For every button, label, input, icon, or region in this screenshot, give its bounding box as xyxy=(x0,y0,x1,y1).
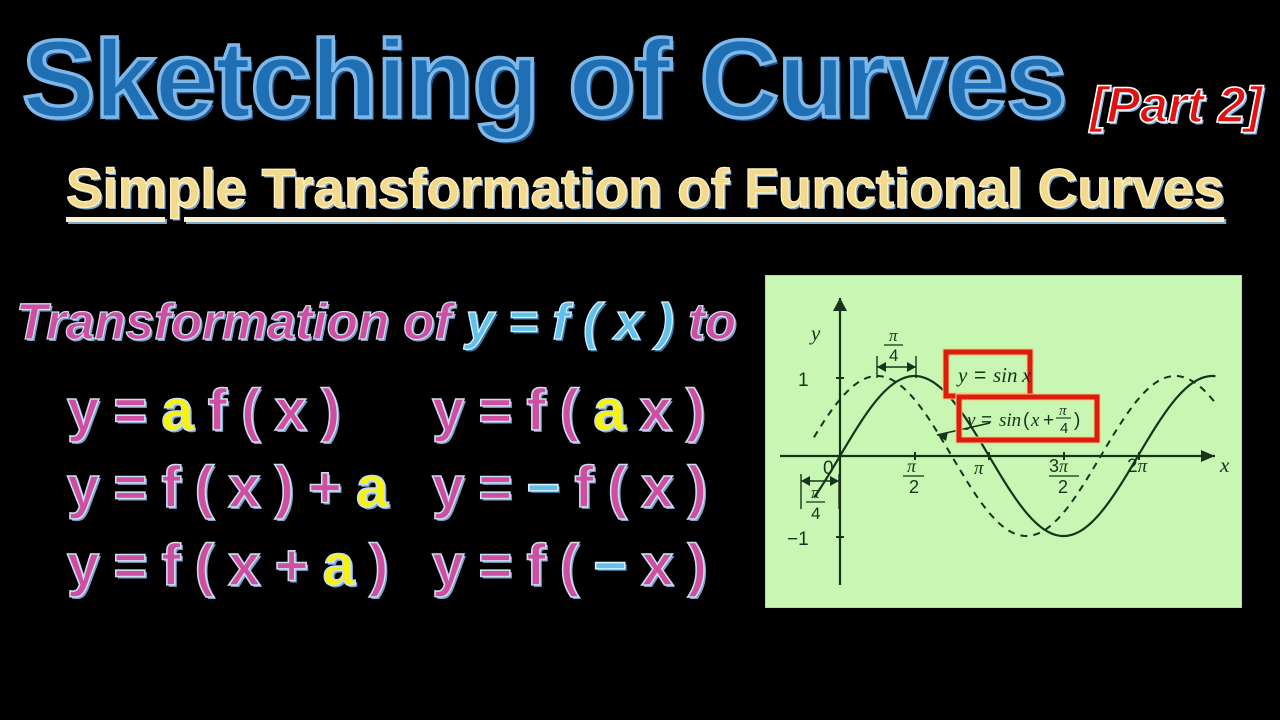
svg-text:sin: sin xyxy=(999,410,1021,431)
svg-text:): ) xyxy=(1074,410,1080,431)
svg-text:1: 1 xyxy=(798,370,809,391)
svg-text:+: + xyxy=(1043,410,1054,431)
svg-text:2: 2 xyxy=(1058,477,1068,497)
svg-text:3π: 3π xyxy=(1049,456,1069,476)
svg-text:y: y xyxy=(965,410,976,431)
svg-text:4: 4 xyxy=(1060,420,1068,437)
svg-text:4: 4 xyxy=(811,504,820,523)
svg-text:y: y xyxy=(956,363,968,387)
svg-text:x: x xyxy=(1030,410,1040,431)
svg-text:y: y xyxy=(809,321,821,345)
svg-text:=: = xyxy=(974,364,986,387)
svg-text:−1: −1 xyxy=(787,529,809,550)
svg-text:x: x xyxy=(1021,363,1032,387)
svg-text:=: = xyxy=(981,410,992,431)
svg-text:sin: sin xyxy=(993,363,1018,387)
svg-text:x: x xyxy=(1219,453,1230,477)
svg-text:(: ( xyxy=(1023,410,1030,431)
svg-text:π: π xyxy=(1059,403,1067,419)
svg-text:π: π xyxy=(907,456,917,476)
svg-text:π: π xyxy=(889,326,898,345)
svg-text:4: 4 xyxy=(889,346,898,365)
svg-text:2: 2 xyxy=(909,477,919,497)
svg-text:π: π xyxy=(974,458,984,479)
